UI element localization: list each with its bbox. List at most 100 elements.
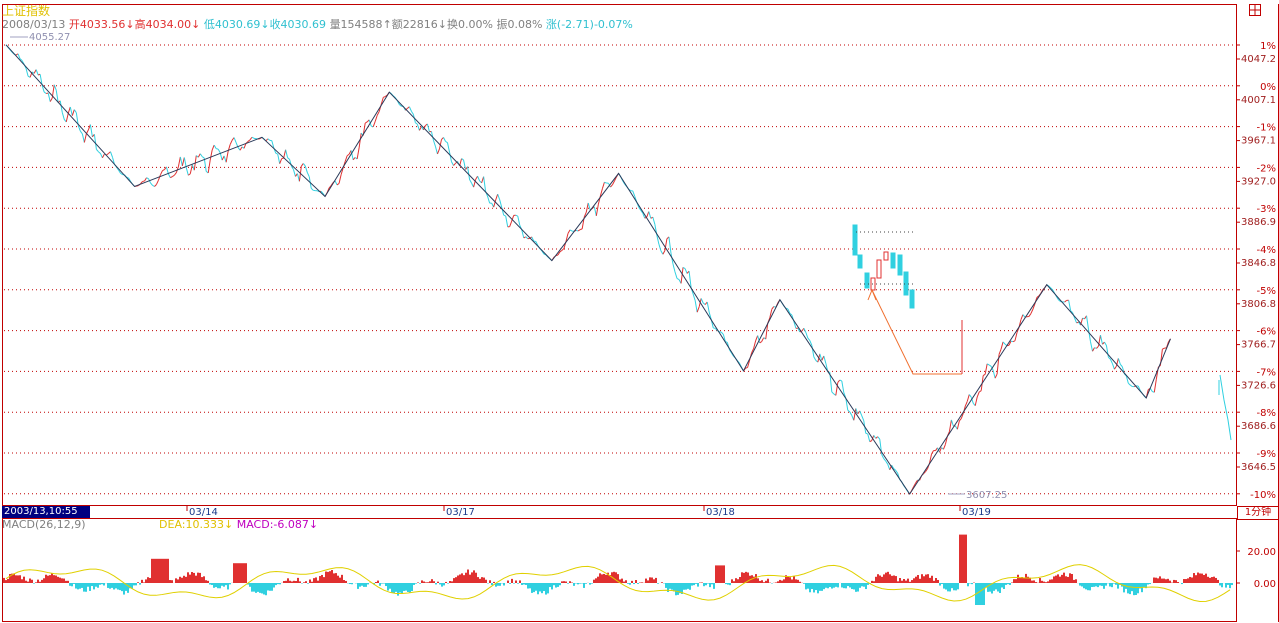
price-segment [970, 397, 974, 404]
macd-dea: DEA:10.333 [159, 518, 224, 531]
price-segment [249, 136, 253, 141]
price-segment [664, 238, 668, 251]
price-segment [340, 167, 344, 175]
price-segment [159, 170, 163, 176]
price-segment [128, 177, 131, 182]
price-segment [445, 140, 448, 144]
annotations: 4055.27 3607.25 [10, 32, 1007, 501]
price-segment [765, 323, 769, 340]
zigzag-polyline [5, 44, 1171, 495]
price-segment [730, 352, 734, 357]
price-segment [55, 90, 59, 103]
price-tick-label: 3646.5 [1241, 462, 1276, 473]
price-segment [1162, 347, 1165, 350]
price-segment [913, 482, 917, 487]
price-segment [614, 176, 617, 182]
price-segment [469, 179, 473, 184]
price-segment [116, 166, 119, 171]
price-segment [915, 479, 919, 484]
price-segment [372, 121, 376, 127]
price-segment [408, 106, 412, 112]
price-segment [789, 312, 793, 316]
price-segment [487, 196, 491, 204]
price-segment [835, 382, 839, 396]
price-segment [561, 248, 565, 251]
price-segment [189, 164, 193, 174]
price-segment [713, 327, 716, 329]
mini-candle [897, 254, 903, 276]
price-segment [334, 180, 338, 186]
price-segment [109, 151, 113, 158]
price-segment [535, 241, 539, 246]
price-segment [861, 415, 865, 421]
price-segment [517, 215, 521, 226]
price-segment [71, 109, 75, 116]
cursor-date: 03/13,10:55 [16, 506, 78, 517]
pct-tick-label: -9% [1257, 449, 1276, 460]
price-segment [761, 337, 765, 342]
price-segment [881, 454, 885, 459]
price-segment [1074, 317, 1078, 324]
price-segment [352, 157, 356, 161]
price-segment [503, 214, 506, 217]
dea-line [5, 564, 1231, 602]
time-tick-label: 03/19 [962, 507, 991, 518]
price-segment [595, 204, 599, 216]
price-segment [587, 202, 591, 211]
price-segment [1020, 314, 1024, 320]
price-segment [197, 153, 201, 158]
price-segment [35, 69, 39, 76]
price-segment [300, 163, 304, 167]
price-segment [1000, 341, 1004, 350]
pct-tick-label: -7% [1257, 367, 1276, 378]
price-segment [1105, 345, 1109, 358]
price-segment [984, 363, 988, 375]
price-segment [229, 140, 233, 145]
price-segment [684, 268, 688, 274]
price-segment [986, 363, 990, 366]
price-segment [531, 236, 535, 242]
price-segment [422, 125, 426, 131]
price-segment [346, 153, 350, 157]
price-segment [958, 418, 962, 422]
price-segment [652, 216, 656, 225]
price-segment [1109, 359, 1113, 364]
price-segment [939, 447, 942, 453]
price-segment [753, 340, 757, 349]
price-segment [873, 435, 877, 439]
price-segment [275, 152, 278, 155]
price-segment [682, 266, 686, 269]
price-segment [612, 180, 615, 185]
price-segment [525, 236, 529, 240]
pct-tick-label: -6% [1257, 327, 1276, 338]
price-segment [219, 152, 223, 161]
period-button[interactable]: 1分钟 [1237, 506, 1279, 520]
price-segment [475, 175, 479, 180]
price-segment [1036, 295, 1040, 298]
window-toggle-icon[interactable] [1249, 4, 1261, 16]
price-segment [968, 394, 972, 398]
price-segment [751, 348, 755, 354]
price-segment [505, 215, 509, 227]
price-tick-label: 4047.2 [1241, 54, 1276, 65]
price-segment [660, 250, 664, 255]
price-segment [720, 331, 724, 335]
price-segment [1008, 340, 1012, 346]
price-segment [410, 110, 414, 115]
price-segment [1153, 379, 1157, 393]
macd-header: MACD(26,12,9) DEA:10.333↓ MACD:-6.087↓ [2, 518, 318, 531]
quote-header: 2008/03/13 开4033.56↓高4034.00↓ 低4030.69↓收… [2, 16, 633, 32]
price-segment [443, 137, 446, 142]
price-segment [344, 155, 348, 162]
price-tick-label: 3846.8 [1241, 258, 1276, 269]
down-arrow-icon: ↓ [308, 518, 319, 531]
price-segment [83, 133, 87, 143]
price-segment [585, 202, 589, 213]
price-segment [438, 139, 442, 149]
price-segment [118, 169, 121, 174]
price-segment [251, 136, 255, 139]
price-segment [656, 235, 660, 245]
price-segment [376, 111, 380, 116]
price-segment [154, 184, 157, 187]
price-segment [1092, 347, 1095, 352]
